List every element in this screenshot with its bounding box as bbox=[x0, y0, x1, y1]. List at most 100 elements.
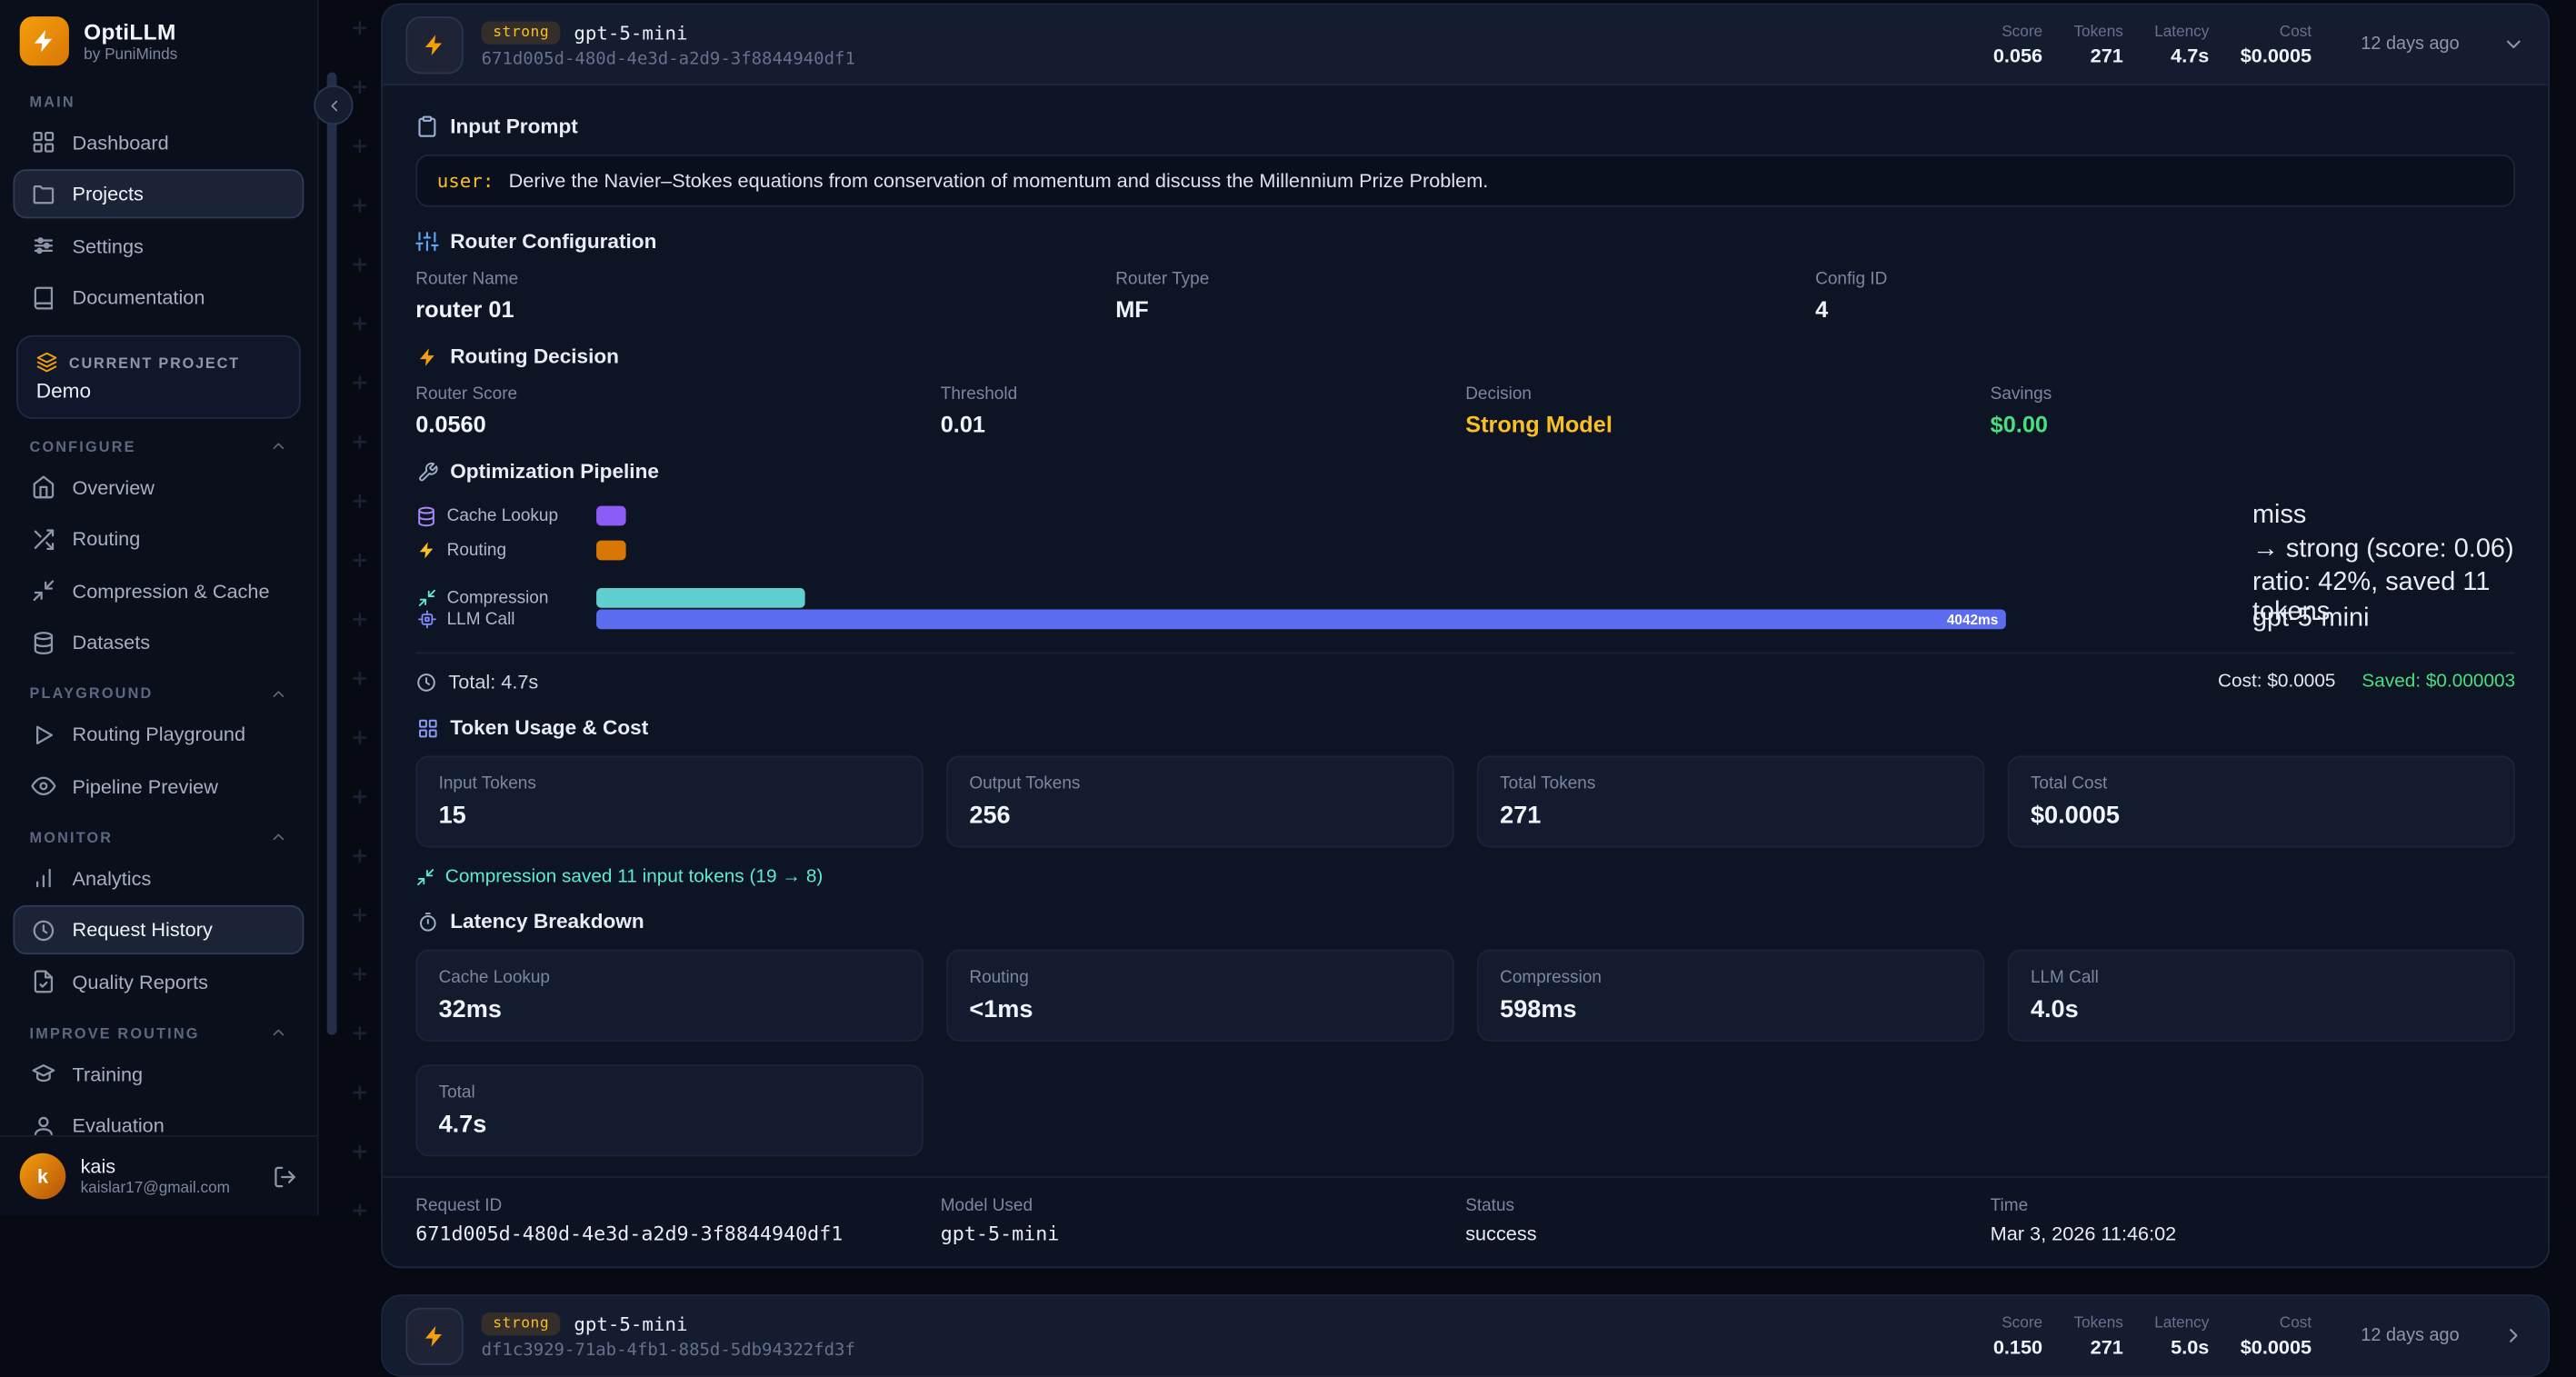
field-decision: Decision Strong Model bbox=[1465, 384, 1990, 437]
sidebar-item-request-history[interactable]: Request History bbox=[13, 904, 305, 955]
section-title-text: Token Usage & Cost bbox=[450, 716, 649, 740]
section-title-text: Router Configuration bbox=[450, 230, 657, 254]
stat-routing-latency: Routing <1ms bbox=[946, 949, 1454, 1042]
stat-label: Routing bbox=[969, 967, 1029, 988]
pipeline-bar: 4042ms bbox=[596, 609, 2007, 630]
stat-label: Total Tokens bbox=[1500, 773, 1596, 793]
chevron-up-icon[interactable] bbox=[269, 684, 287, 703]
sidebar-item-settings[interactable]: Settings bbox=[13, 221, 304, 270]
section-title-text: Input Prompt bbox=[450, 115, 578, 138]
config-icon bbox=[415, 230, 439, 253]
graduation-cap-icon bbox=[31, 1062, 55, 1086]
book-icon bbox=[31, 285, 55, 310]
user-name: kais bbox=[80, 1154, 116, 1178]
field-threshold: Threshold 0.01 bbox=[941, 384, 1465, 437]
sidebar-item-datasets[interactable]: Datasets bbox=[13, 618, 304, 667]
sidebar-item-documentation[interactable]: Documentation bbox=[13, 273, 304, 322]
sidebar-item-dashboard[interactable]: Dashboard bbox=[13, 117, 304, 166]
main-area: strong gpt-5-mini 671d005d-480d-4e3d-a2d… bbox=[314, 0, 2576, 1377]
app-logo-icon bbox=[19, 16, 69, 66]
stat-label: LLM Call bbox=[2030, 967, 2099, 988]
metric-value: $0.0005 bbox=[2240, 43, 2312, 67]
sidebar-item-compression-cache[interactable]: Compression & Cache bbox=[13, 566, 304, 615]
sidebar-item-analytics[interactable]: Analytics bbox=[13, 853, 304, 903]
vertical-scrollbar[interactable] bbox=[325, 0, 338, 1215]
section-label-configure: CONFIGURE bbox=[13, 423, 304, 461]
tier-badge: strong bbox=[481, 20, 561, 44]
current-project-label: CURRENT PROJECT bbox=[68, 354, 240, 371]
sidebar-item-training[interactable]: Training bbox=[13, 1049, 304, 1098]
grid-icon bbox=[415, 716, 438, 739]
chevron-up-icon[interactable] bbox=[269, 1023, 287, 1042]
avatar[interactable]: k bbox=[19, 1152, 66, 1200]
sidebar-item-routing[interactable]: Routing bbox=[13, 514, 304, 564]
sidebar-item-overview[interactable]: Overview bbox=[13, 463, 304, 512]
app-title: OptiLLM bbox=[84, 18, 176, 44]
sidebar-item-quality-reports[interactable]: Quality Reports bbox=[13, 957, 304, 1006]
sidebar-item-label: Pipeline Preview bbox=[72, 774, 218, 798]
sidebar-item-label: Datasets bbox=[72, 631, 151, 654]
request-card-collapsed: strong gpt-5-mini df1c3929-71ab-4fb1-885… bbox=[381, 1294, 2551, 1377]
footer-label: Time bbox=[1990, 1195, 2029, 1216]
tier-badge: strong bbox=[481, 1312, 561, 1335]
pipeline-row-llm: LLM Call 4042ms gpt-5-mini bbox=[415, 603, 2515, 635]
field-router-type: Router Type MF bbox=[1115, 269, 1815, 322]
sidebar-item-projects[interactable]: Projects bbox=[13, 169, 305, 219]
chevron-up-icon[interactable] bbox=[269, 828, 287, 846]
bar-chart-icon bbox=[31, 865, 55, 890]
request-card-body: Input Prompt user: Derive the Navier–Sto… bbox=[383, 85, 2548, 1176]
request-age: 12 days ago bbox=[2361, 1325, 2460, 1346]
request-card-header[interactable]: strong gpt-5-mini 671d005d-480d-4e3d-a2d… bbox=[383, 5, 2549, 85]
minimize-icon bbox=[415, 587, 436, 608]
sidebar-item-routing-playground[interactable]: Routing Playground bbox=[13, 710, 304, 759]
footer-model-used: Model Used gpt-5-mini bbox=[941, 1196, 1465, 1245]
header-metrics: Score 0.056 Tokens 271 Latency 4.7s Co bbox=[1993, 22, 2525, 66]
prompt-text: Derive the Navier–Stokes equations from … bbox=[508, 169, 1489, 193]
cpu-icon bbox=[415, 609, 436, 630]
footer-request-id: Request ID 671d005d-480d-4e3d-a2d9-3f884… bbox=[415, 1196, 940, 1245]
scrollbar-thumb[interactable] bbox=[326, 72, 337, 1035]
eye-icon bbox=[31, 773, 56, 798]
current-project-card[interactable]: CURRENT PROJECT Demo bbox=[16, 334, 301, 419]
logout-icon[interactable] bbox=[273, 1164, 297, 1189]
stopwatch-icon bbox=[415, 910, 438, 933]
pipeline-track bbox=[596, 588, 2236, 608]
pipeline-row-routing: Routing → strong (score: 0.06) bbox=[415, 534, 2515, 566]
chevron-down-icon[interactable] bbox=[2502, 33, 2525, 55]
metric-label: Latency bbox=[2154, 1313, 2210, 1332]
bolt-icon bbox=[415, 540, 436, 561]
footer-status: Status success bbox=[1465, 1196, 1990, 1245]
sidebar-item-evaluation[interactable]: Evaluation bbox=[13, 1101, 304, 1135]
stat-label: Input Tokens bbox=[438, 773, 536, 793]
clock-icon bbox=[31, 917, 55, 942]
sidebar-item-label: Dashboard bbox=[72, 130, 169, 154]
routing-decision-fields: Router Score 0.0560 Threshold 0.01 Decis… bbox=[415, 384, 2515, 437]
layers-icon bbox=[36, 352, 57, 373]
file-check-icon bbox=[31, 969, 55, 993]
user-profile[interactable]: k kais kaislar17@gmail.com bbox=[0, 1134, 317, 1216]
sidebar-item-label: Quality Reports bbox=[72, 970, 209, 993]
footer-label: Status bbox=[1465, 1195, 1515, 1216]
stat-value: 271 bbox=[1500, 802, 1542, 830]
minimize-icon bbox=[415, 867, 435, 887]
pipeline-bar bbox=[596, 505, 626, 526]
metric-cost: Cost $0.0005 bbox=[2241, 22, 2311, 66]
metric-label: Latency bbox=[2154, 22, 2210, 41]
bolt-icon bbox=[415, 345, 438, 368]
model-name: gpt-5-mini bbox=[574, 1312, 688, 1335]
section-label-text: IMPROVE ROUTING bbox=[29, 1023, 200, 1041]
sidebar-collapse-button[interactable] bbox=[314, 85, 354, 125]
request-card-expanded: strong gpt-5-mini 671d005d-480d-4e3d-a2d… bbox=[381, 3, 2551, 1269]
chevron-right-icon[interactable] bbox=[2502, 1324, 2525, 1347]
sliders-icon bbox=[31, 234, 55, 258]
sidebar-nav: MAIN Dashboard Projects Settings Documen… bbox=[0, 79, 317, 1135]
stat-value: 256 bbox=[969, 802, 1011, 830]
footer-time: Time Mar 3, 2026 11:46:02 bbox=[1991, 1196, 2515, 1245]
stat-output-tokens: Output Tokens 256 bbox=[946, 755, 1454, 848]
request-card-header[interactable]: strong gpt-5-mini df1c3929-71ab-4fb1-885… bbox=[383, 1296, 2549, 1375]
stat-cache-latency: Cache Lookup 32ms bbox=[415, 949, 924, 1042]
pipeline-note: gpt-5-mini bbox=[2252, 604, 2370, 633]
sidebar-item-pipeline-preview[interactable]: Pipeline Preview bbox=[13, 762, 304, 811]
chevron-up-icon[interactable] bbox=[269, 437, 287, 455]
field-label: Config ID bbox=[1815, 269, 1888, 290]
